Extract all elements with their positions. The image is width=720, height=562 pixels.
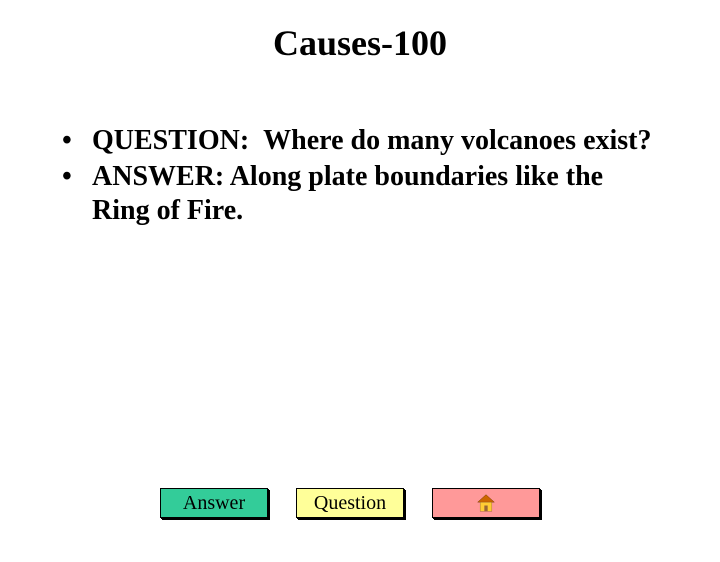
bullet-marker: • <box>58 160 92 194</box>
question-label: QUESTION: <box>92 125 249 156</box>
page-title: Causes-100 <box>0 22 720 64</box>
answer-label: ANSWER: <box>92 161 224 192</box>
home-icon <box>476 493 496 513</box>
button-row: Answer Question <box>0 488 720 518</box>
question-button[interactable]: Question <box>296 488 404 518</box>
answer-button[interactable]: Answer <box>160 488 268 518</box>
content-area: • QUESTION: Where do many volcanoes exis… <box>0 124 720 228</box>
bullet-question: • QUESTION: Where do many volcanoes exis… <box>58 124 660 158</box>
bullet-marker: • <box>58 124 92 158</box>
question-button-label: Question <box>314 492 386 515</box>
bullet-text: ANSWER: Along plate boundaries like the … <box>92 160 660 228</box>
bullet-answer: • ANSWER: Along plate boundaries like th… <box>58 160 660 228</box>
home-button[interactable] <box>432 488 540 518</box>
question-text: Where do many volcanoes exist? <box>263 125 651 156</box>
bullet-text: QUESTION: Where do many volcanoes exist? <box>92 124 660 158</box>
answer-button-label: Answer <box>183 492 245 515</box>
